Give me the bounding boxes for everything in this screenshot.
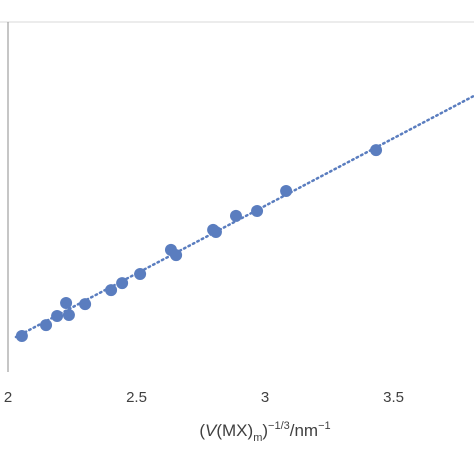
data-point: [116, 277, 129, 290]
plot-area: [14, 94, 474, 342]
trendline: [14, 94, 474, 339]
x-tick-label: 3: [261, 389, 269, 406]
data-point: [40, 319, 53, 332]
data-point: [60, 297, 73, 310]
x-axis-label-part: (MX): [216, 421, 253, 440]
x-axis-label-part: ): [262, 421, 268, 440]
x-tick-label: 2.5: [126, 389, 147, 406]
data-point: [280, 185, 293, 198]
data-point: [51, 310, 64, 322]
x-axis-label-part: −1/3: [268, 420, 290, 432]
x-axis-label-part: m: [253, 432, 262, 444]
data-point: [370, 144, 383, 157]
x-axis-label: (V(MX)m)−1/3/nm−1: [199, 420, 330, 444]
x-tick-label: 3.5: [383, 389, 404, 406]
data-point: [170, 249, 183, 262]
x-axis-label-part: V: [205, 421, 218, 440]
x-axis-label-part: /nm: [290, 421, 318, 440]
x-tick-label: 2: [4, 389, 12, 406]
x-axis-label-part: (: [199, 421, 205, 440]
data-point: [15, 329, 28, 342]
data-point: [62, 308, 75, 321]
data-point: [209, 226, 222, 238]
x-axis-label-part: −1: [318, 420, 331, 432]
data-point: [251, 205, 264, 217]
data-point: [134, 268, 147, 280]
data-point: [79, 298, 92, 311]
data-point: [105, 284, 118, 297]
data-point: [229, 209, 242, 222]
